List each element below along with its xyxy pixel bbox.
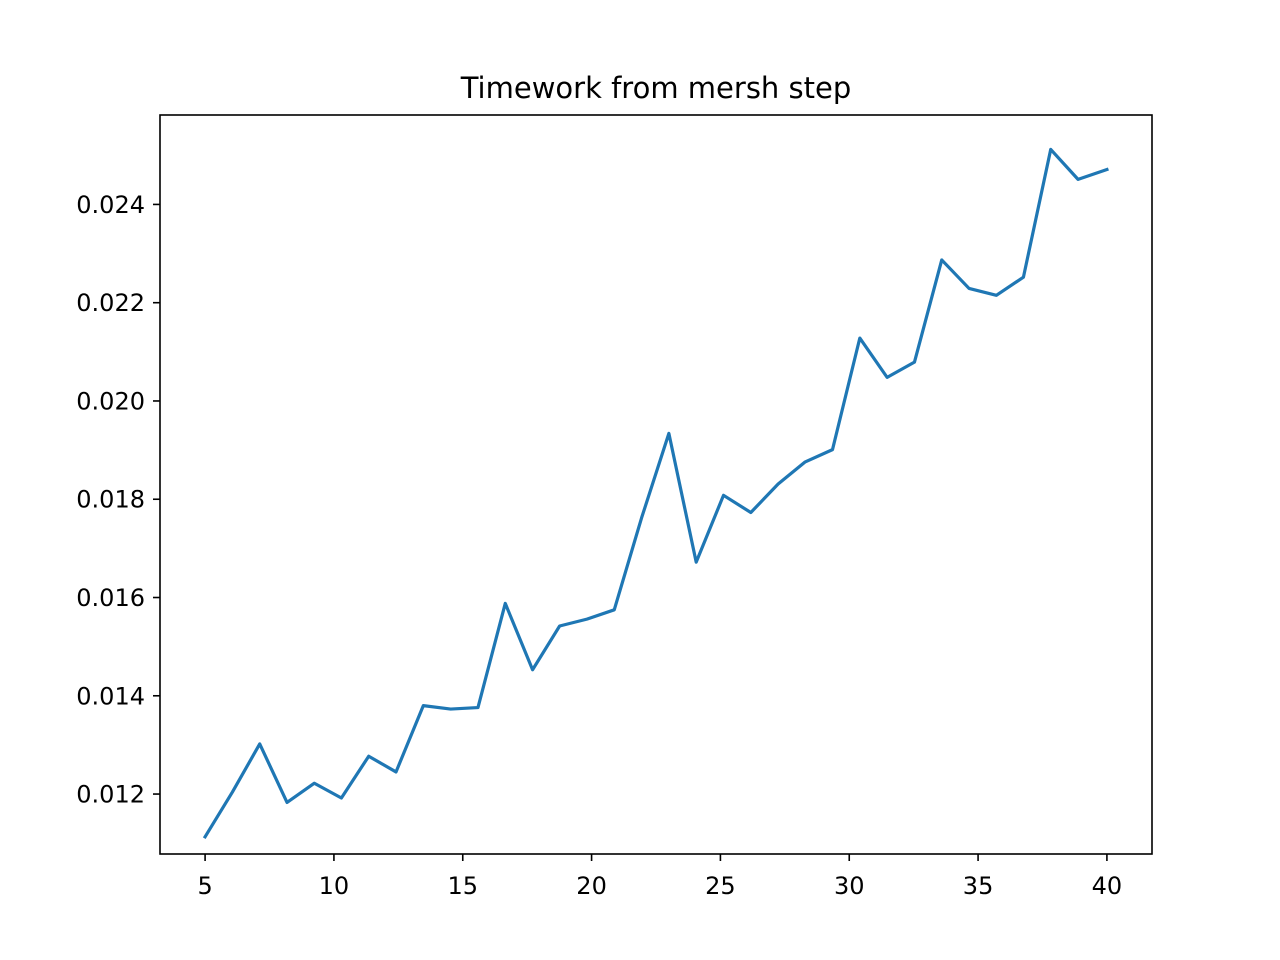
series-line-0 xyxy=(202,147,1109,839)
x-axis: 5 10 15 20 25 30 35 40 xyxy=(197,854,1122,900)
y-tick-label: 0.022 xyxy=(76,289,145,317)
x-tick-label: 35 xyxy=(963,872,994,900)
x-tick-label: 5 xyxy=(197,872,212,900)
chart-title: Timework from mersh step xyxy=(460,71,852,105)
x-tick-label: 30 xyxy=(834,872,865,900)
y-tick-label: 0.016 xyxy=(76,584,145,612)
plot-frame xyxy=(159,114,1153,855)
y-tick-label: 0.012 xyxy=(76,781,145,809)
series-layer xyxy=(202,147,1109,839)
y-tick-label: 0.018 xyxy=(76,486,145,514)
x-tick-label: 20 xyxy=(576,872,607,900)
y-tick-label: 0.020 xyxy=(76,387,145,415)
y-tick-label: 0.014 xyxy=(76,682,145,710)
y-axis: 0.012 0.014 0.016 0.018 0.020 0.022 0.024 xyxy=(76,191,160,809)
x-tick-label: 25 xyxy=(705,872,736,900)
y-tick-label: 0.024 xyxy=(76,191,145,219)
x-tick-label: 10 xyxy=(319,872,350,900)
x-tick-label: 15 xyxy=(447,872,478,900)
x-tick-label: 40 xyxy=(1092,872,1123,900)
